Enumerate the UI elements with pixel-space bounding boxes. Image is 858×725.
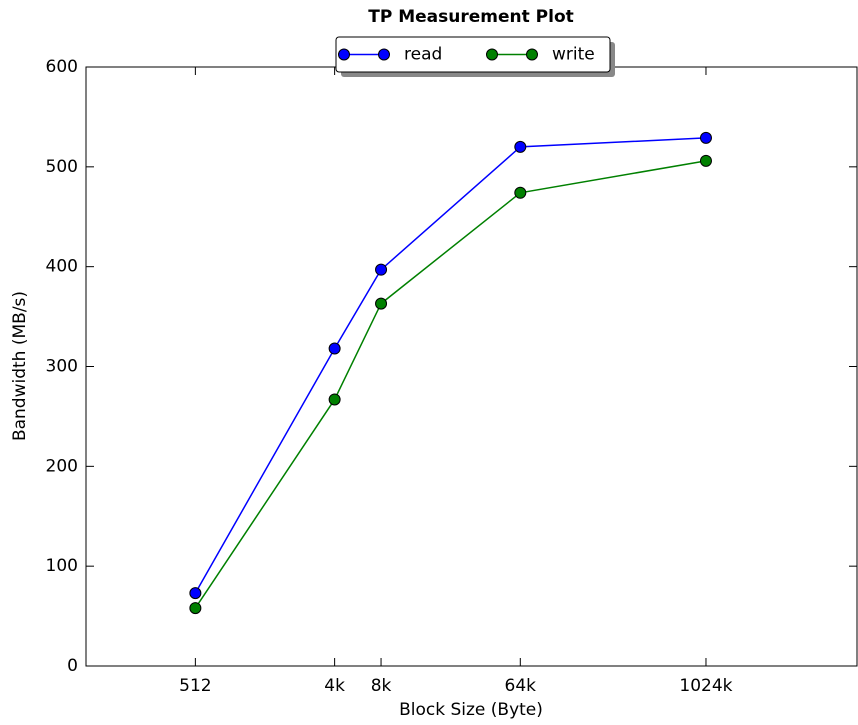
x-tick-label: 8k [371, 676, 392, 696]
x-axis-label: Block Size (Byte) [399, 700, 543, 720]
y-tick-label: 100 [46, 556, 78, 576]
x-tick-label: 1024k [679, 676, 732, 696]
point [189, 587, 202, 600]
point [375, 297, 388, 310]
y-tick-label: 200 [46, 456, 78, 476]
series-line [194, 137, 707, 594]
legend-marker [486, 48, 498, 61]
y-tick-label: 500 [46, 157, 78, 177]
legend-label: read [404, 45, 442, 65]
point [375, 263, 388, 276]
x-tick-label: 512 [179, 676, 211, 696]
x-tick-label: 64k [505, 676, 537, 696]
y-tick-label: 300 [46, 357, 78, 377]
point [699, 154, 712, 167]
point [189, 602, 202, 615]
y-tick-label: 400 [46, 257, 78, 277]
chart-title: TP Measurement Plot [368, 7, 574, 27]
y-tick-label: 600 [46, 57, 78, 77]
series-line [194, 160, 707, 609]
y-axis-label: Bandwidth (MB/s) [10, 291, 30, 441]
plot-frame [85, 66, 858, 667]
legend-marker [526, 48, 538, 61]
y-tick-label: 0 [67, 656, 78, 676]
point [514, 186, 527, 199]
point [328, 342, 341, 355]
point [514, 140, 527, 153]
legend-marker [378, 48, 390, 61]
legend-marker [338, 48, 350, 61]
point [699, 131, 712, 144]
legend [335, 36, 611, 73]
legend-label: write [552, 45, 595, 65]
point [328, 393, 341, 406]
x-tick-label: 4k [324, 676, 345, 696]
